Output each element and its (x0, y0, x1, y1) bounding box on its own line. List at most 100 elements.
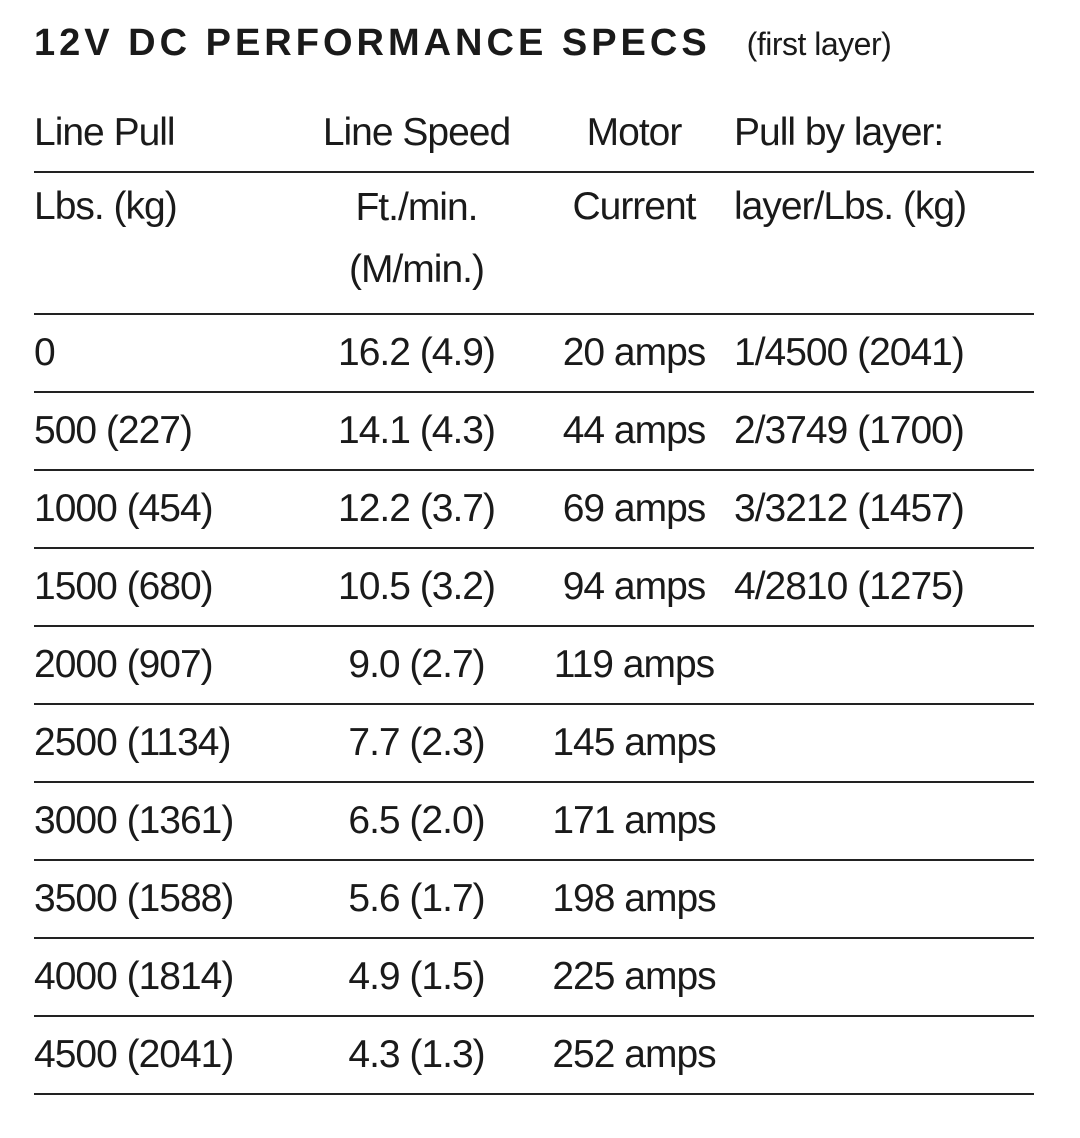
title: 12V DC PERFORMANCE SPECS (34, 22, 711, 64)
table-row: 4000 (1814) 4.9 (1.5) 225 amps (34, 938, 1034, 1016)
table-cell: 4500 (2041) (34, 1016, 299, 1094)
table-cell: 3/3212 (1457) (734, 470, 1034, 548)
table-cell: 225 amps (534, 938, 734, 1016)
cell-text: Line Pull (34, 111, 176, 154)
cell-text: Current (572, 185, 696, 228)
header-row: Lbs. (kg) Ft./min. (M/min.) Current layer/L… (34, 172, 1034, 314)
table-row: 1500 (680) 10.5 (3.2) 94 amps 4/2810 (1275) (34, 548, 1034, 626)
table-cell: 1000 (454) (34, 470, 299, 548)
cell-text: 252 amps (552, 1033, 716, 1076)
table-row: 0 16.2 (4.9) 20 amps 1/4500 (2041) (34, 314, 1034, 392)
cell-text: 500 (227) (34, 409, 193, 452)
cell-text: 3000 (1361) (34, 799, 234, 842)
cell-text: 2000 (907) (34, 643, 214, 686)
header-cell: Motor (534, 95, 734, 172)
cell-text: 3500 (1588) (34, 877, 234, 920)
cell-text: Line Speed (322, 111, 511, 154)
table-row: 3000 (1361) 6.5 (2.0) 171 amps (34, 782, 1034, 860)
table-cell: 252 amps (534, 1016, 734, 1094)
table-cell: 4.9 (1.5) (299, 938, 534, 1016)
table-cell: 1500 (680) (34, 548, 299, 626)
table-cell (734, 860, 1034, 938)
table-cell: 10.5 (3.2) (299, 548, 534, 626)
cell-text: 14.1 (4.3) (338, 409, 496, 452)
header-cell: Pull by layer: (734, 95, 1034, 172)
cell-text: 1500 (680) (34, 565, 214, 608)
table-cell: 500 (227) (34, 392, 299, 470)
cell-text: 10.5 (3.2) (338, 565, 496, 608)
spec-table: Line Pull Line Speed Motor Pull by layer: Lb… (34, 95, 1034, 1095)
subtitle: (first layer) (746, 26, 892, 62)
header-cell: Ft./min. (M/min.) (299, 172, 534, 314)
cell-text: 44 amps (562, 409, 707, 452)
table-cell: 119 amps (534, 626, 734, 704)
table-cell: 3500 (1588) (34, 860, 299, 938)
table-cell: 2000 (907) (34, 626, 299, 704)
table-cell: 12.2 (3.7) (299, 470, 534, 548)
table-cell: 44 amps (534, 392, 734, 470)
cell-text: 0 (34, 331, 56, 374)
cell-text: Lbs. (kg) (34, 185, 178, 228)
header-cell: layer/Lbs. (kg) (734, 172, 1034, 314)
table-cell: 0 (34, 314, 299, 392)
table-cell: 198 amps (534, 860, 734, 938)
table-cell: 6.5 (2.0) (299, 782, 534, 860)
header-cell: Current (534, 172, 734, 314)
table-cell: 4.3 (1.3) (299, 1016, 534, 1094)
cell-text: 16.2 (4.9) (338, 331, 496, 374)
cell-text: 3/3212 (1457) (734, 487, 965, 530)
table-cell: 3000 (1361) (34, 782, 299, 860)
table-cell: 7.7 (2.3) (299, 704, 534, 782)
table-row: 3500 (1588) 5.6 (1.7) 198 amps (34, 860, 1034, 938)
table-row: 500 (227) 14.1 (4.3) 44 amps 2/3749 (1700) (34, 392, 1034, 470)
cell-text: 2500 (1134) (34, 721, 231, 764)
cell-text: 119 amps (553, 643, 715, 686)
header-cell: Lbs. (kg) (34, 172, 299, 314)
table-row: 2000 (907) 9.0 (2.7) 119 amps (34, 626, 1034, 704)
table-cell: 16.2 (4.9) (299, 314, 534, 392)
heading: 12V DC PERFORMANCE SPECS (first layer) (34, 22, 892, 65)
cell-text: 4000 (1814) (34, 955, 234, 998)
cell-text: 4/2810 (1275) (734, 565, 965, 608)
table-cell: 2/3749 (1700) (734, 392, 1034, 470)
cell-text: 2/3749 (1700) (734, 409, 965, 452)
cell-text: 12.2 (3.7) (338, 487, 496, 530)
table-cell: 5.6 (1.7) (299, 860, 534, 938)
cell-text: 5.6 (1.7) (348, 877, 485, 920)
cell-text: 225 amps (552, 955, 716, 998)
cell-text: 4.9 (1.5) (348, 955, 485, 998)
cell-text: 1000 (454) (34, 487, 214, 530)
cell-text: 4.3 (1.3) (348, 1033, 485, 1076)
cell-text: layer/Lbs. (kg) (734, 185, 967, 228)
cell-text: Pull by layer: (734, 111, 944, 154)
table-cell (734, 782, 1034, 860)
table-cell: 4/2810 (1275) (734, 548, 1034, 626)
table-cell (734, 1016, 1034, 1094)
cell-text: 198 amps (552, 877, 716, 920)
table-cell (734, 938, 1034, 1016)
cell-text: 171 amps (552, 799, 716, 842)
table-cell: 145 amps (534, 704, 734, 782)
cell-text: 9.0 (2.7) (348, 643, 485, 686)
header-row: Line Pull Line Speed Motor Pull by layer: (34, 95, 1034, 172)
table-row: 2500 (1134) 7.7 (2.3) 145 amps (34, 704, 1034, 782)
cell-text: 7.7 (2.3) (348, 721, 485, 764)
table-row: 1000 (454) 12.2 (3.7) 69 amps 3/3212 (1457) (34, 470, 1034, 548)
table-cell: 9.0 (2.7) (299, 626, 534, 704)
table-cell: 20 amps (534, 314, 734, 392)
cell-text: 6.5 (2.0) (348, 799, 485, 842)
header-cell: Line Pull (34, 95, 299, 172)
cell-text: 69 amps (562, 487, 707, 530)
table-cell: 2500 (1134) (34, 704, 299, 782)
table-cell (734, 704, 1034, 782)
table-cell (734, 626, 1034, 704)
cell-text: Ft./min. (M/min.) (349, 186, 485, 291)
cell-text: 1/4500 (2041) (734, 331, 965, 374)
table-cell: 94 amps (534, 548, 734, 626)
header-cell: Line Speed (299, 95, 534, 172)
cell-text: 145 amps (552, 721, 716, 764)
table-cell: 69 amps (534, 470, 734, 548)
cell-text: 94 amps (562, 565, 707, 608)
table-cell: 1/4500 (2041) (734, 314, 1034, 392)
